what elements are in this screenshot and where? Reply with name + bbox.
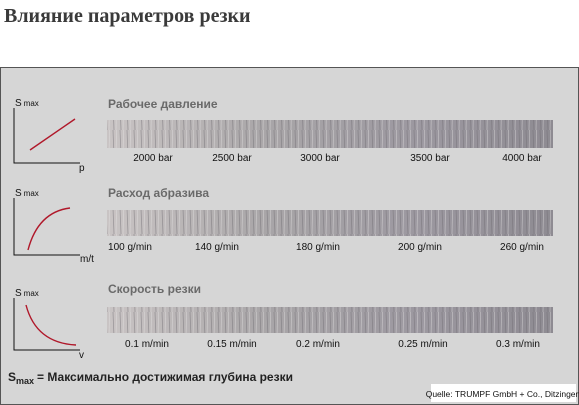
sample-label: 0.2 m/min [296, 339, 340, 350]
sample-label: 140 g/min [195, 242, 239, 253]
footer-text: = Максимально достижимая глубина резки [37, 370, 293, 384]
x-axis-label: m/t [80, 254, 94, 265]
sample-label: 3000 bar [300, 153, 340, 164]
x-axis-label: p [79, 163, 85, 174]
cut-texture [107, 120, 553, 148]
source: Quelle: TRUMPF GmbH + Co., Ditzingen [426, 389, 579, 399]
sample-label: 0.25 m/min [398, 339, 447, 350]
curve [25, 304, 77, 346]
sample-label: 2000 bar [133, 153, 173, 164]
row-heading: Расход абразива [108, 186, 209, 200]
x-axis-label: v [79, 350, 84, 361]
y-symbol: S [15, 288, 22, 299]
footer-legend: Smax = Максимально достижимая глубина рез… [8, 370, 293, 386]
cut-texture [107, 307, 553, 333]
cut-texture [107, 210, 553, 236]
page-title: Влияние параметров резки [4, 5, 251, 27]
sample-label: 260 g/min [500, 242, 544, 253]
y-subscript: max [24, 189, 39, 198]
curve [27, 207, 71, 251]
sample-label: 3500 bar [410, 153, 450, 164]
sample-label: 2500 bar [212, 153, 252, 164]
axis [13, 108, 80, 164]
curve [29, 118, 76, 151]
y-symbol: S [15, 188, 22, 199]
footer-symbol: S [8, 370, 16, 384]
source-box [431, 384, 576, 402]
sample-label: 200 g/min [398, 242, 442, 253]
sample-label: 4000 bar [502, 153, 542, 164]
y-subscript: max [24, 289, 39, 298]
sample-label: 0.3 m/min [496, 339, 540, 350]
sample-label: 0.1 m/min [125, 339, 169, 350]
row-heading: Скорость резки [108, 282, 201, 296]
sample-label: 100 g/min [108, 242, 152, 253]
y-subscript: max [24, 99, 39, 108]
axis [13, 198, 80, 256]
row-heading: Рабочее давление [108, 97, 218, 111]
sample-label: 0.15 m/min [207, 339, 256, 350]
footer-subscript: max [16, 376, 34, 386]
y-symbol: S [15, 98, 22, 109]
sample-label: 180 g/min [296, 242, 340, 253]
axis [13, 298, 80, 351]
